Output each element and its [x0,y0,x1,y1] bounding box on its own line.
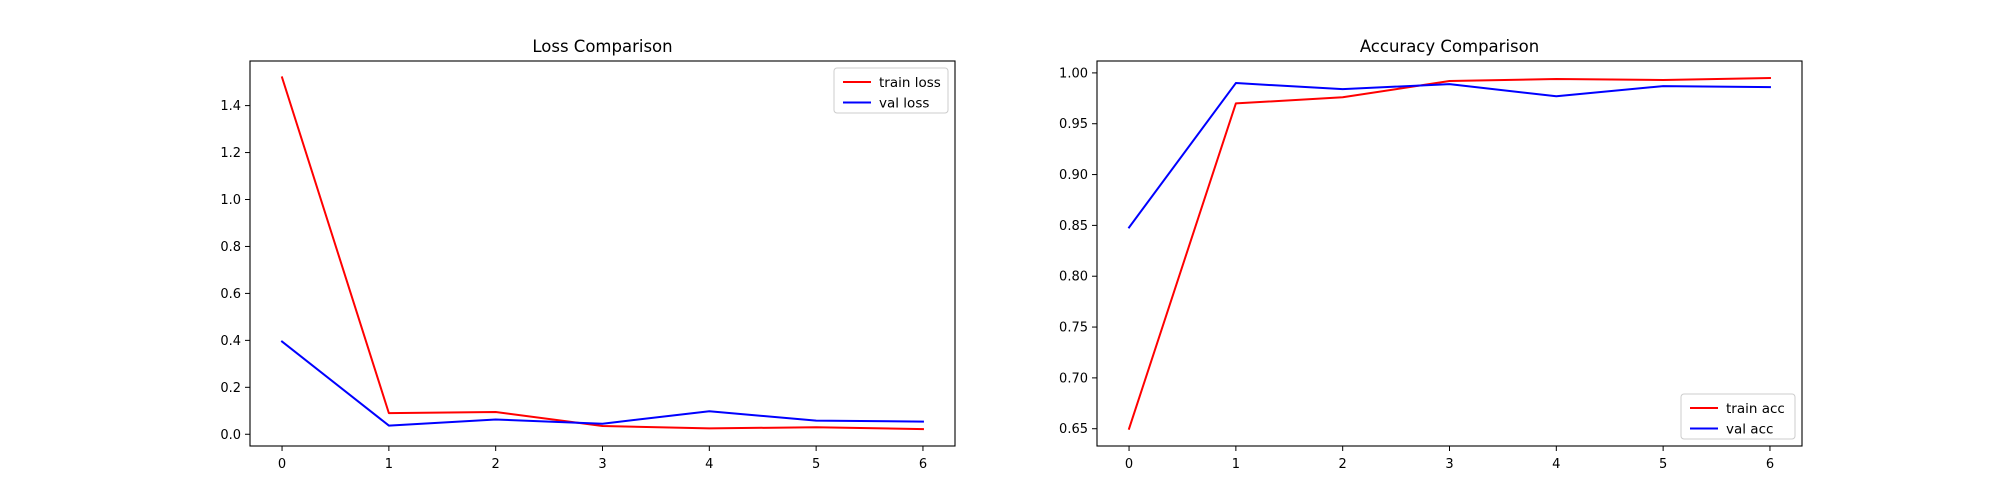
y-tick-label: 0.6 [220,287,241,302]
x-tick-label: 0 [1125,457,1133,472]
y-tick-label: 0.4 [220,334,241,349]
series-line-train-loss [280,76,924,431]
accuracy-comparison-chart: Accuracy Comparison 0 1 2 3 4 5 6 0.65 0.70 0.75 0.… [1059,37,1803,472]
loss-comparison-chart: Loss Comparison 0 1 2 3 4 5 6 0.0 0.2 0.4 0.6 0.8 1.0… [220,37,956,472]
chart-title: Accuracy Comparison [1360,37,1539,56]
y-tick-label: 1.0 [220,193,241,208]
y-tick-label: 0.90 [1059,168,1088,183]
legend-label: train acc [1726,401,1785,417]
y-tick-label: 0.0 [220,428,241,443]
y-tick-label: 0.75 [1059,321,1088,336]
series-line-val-acc [1127,82,1771,229]
legend-label: val acc [1726,422,1773,438]
y-tick-label: 1.2 [220,146,241,161]
y-tick-label: 0.85 [1059,219,1088,234]
y-tick-label: 1.00 [1059,66,1088,81]
y-tick-label: 0.8 [220,240,241,255]
y-tick-label: 1.4 [220,99,241,114]
x-tick-label: 6 [919,457,927,472]
legend-label: train loss [879,75,941,91]
x-tick-label: 5 [812,457,820,472]
x-tick-label: 5 [1659,457,1667,472]
legend: train acc val acc [1680,393,1796,440]
x-tick-label: 3 [1445,457,1453,472]
legend-label: val loss [879,96,929,112]
y-tick-label: 0.80 [1059,270,1088,285]
plot-frame [1096,60,1803,447]
x-tick-label: 4 [1552,457,1560,472]
y-tick-label: 0.2 [220,381,241,396]
legend: train loss val loss [833,67,949,114]
y-tick-label: 0.70 [1059,371,1088,386]
y-tick-label: 0.95 [1059,117,1088,132]
plot-frame [249,60,956,447]
series-line-val-loss [280,340,924,427]
x-tick-label: 0 [278,457,286,472]
x-tick-label: 1 [385,457,393,472]
chart-title: Loss Comparison [532,37,672,56]
y-tick-label: 0.65 [1059,422,1088,437]
x-tick-label: 1 [1232,457,1240,472]
x-tick-label: 3 [598,457,606,472]
x-tick-label: 6 [1766,457,1774,472]
x-tick-label: 4 [705,457,713,472]
x-tick-label: 2 [1339,457,1347,472]
series-line-train-acc [1127,76,1771,430]
x-tick-label: 2 [492,457,500,472]
